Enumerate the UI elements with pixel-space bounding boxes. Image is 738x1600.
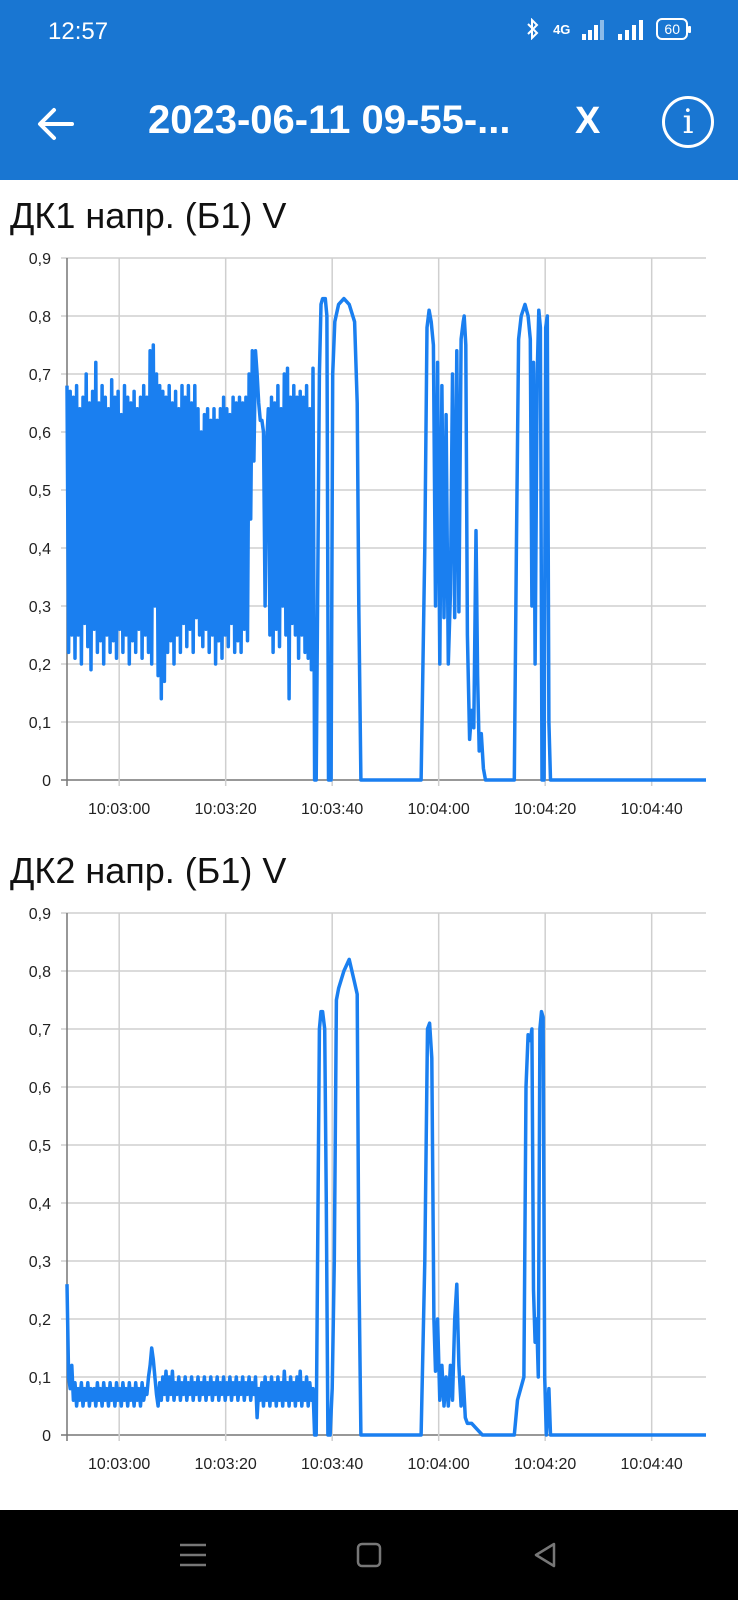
y-tick-label: 0,2 (29, 657, 51, 674)
menu-button[interactable] (170, 1532, 216, 1578)
y-tick-label: 0,5 (29, 1138, 51, 1155)
network-type-label: 4G (553, 21, 571, 37)
battery-indicator: 60 (656, 18, 691, 40)
chart-2[interactable]: 0 0,1 0,2 0,3 0,4 0,5 0,6 0,7 0,8 0,9 10:03:00 10:0… (0, 903, 738, 1495)
signal-icon-1 (582, 20, 605, 40)
y-tick-label: 0 (42, 1428, 51, 1445)
y-tick-label: 0,4 (29, 1196, 51, 1213)
x-tick-label: 10:04:00 (408, 1456, 470, 1473)
system-back-button[interactable] (522, 1532, 568, 1578)
chart-1-title: ДК1 напр. (Б1) V (10, 195, 287, 236)
back-button[interactable] (30, 98, 82, 150)
x-tick-label: 10:04:00 (408, 801, 470, 818)
x-tick-label: 10:03:20 (195, 801, 257, 818)
chart-2-title: ДК2 напр. (Б1) V (10, 850, 287, 891)
y-tick-label: 0,5 (29, 483, 51, 500)
series-line-chart-1 (65, 296, 706, 782)
x-tick-label: 10:03:00 (88, 801, 150, 818)
y-tick-label: 0,3 (29, 1254, 51, 1271)
square-home-icon (356, 1542, 382, 1568)
y-tick-label: 0 (42, 773, 51, 790)
status-time: 12:57 (48, 18, 109, 45)
arrow-left-icon (38, 108, 74, 140)
y-tick-label: 0,6 (29, 425, 51, 442)
x-tick-label: 10:04:40 (621, 801, 683, 818)
y-tick-label: 0,8 (29, 309, 51, 326)
y-tick-label: 0,8 (29, 964, 51, 981)
triangle-back-icon (534, 1542, 556, 1568)
status-bar: 12:57 4G 60 (0, 0, 738, 66)
bluetooth-icon (527, 18, 539, 40)
x-tick-label: 10:03:20 (195, 1456, 257, 1473)
close-button[interactable]: X (575, 100, 601, 142)
y-tick-label: 0,6 (29, 1080, 51, 1097)
home-button[interactable] (346, 1532, 392, 1578)
x-tick-label: 10:04:40 (621, 1456, 683, 1473)
x-tick-label: 10:03:00 (88, 1456, 150, 1473)
menu-icon (180, 1543, 206, 1567)
y-tick-label: 0,7 (29, 1022, 51, 1039)
page-title: 2023-06-11 09-55-... (148, 98, 511, 142)
info-icon: i (682, 102, 694, 142)
y-tick-label: 0,4 (29, 541, 51, 558)
y-tick-label: 0,1 (29, 1370, 51, 1387)
y-tick-label: 0,2 (29, 1312, 51, 1329)
y-tick-label: 0,9 (29, 251, 51, 268)
status-icons: 4G 60 (525, 18, 691, 40)
x-tick-label: 10:03:40 (301, 801, 363, 818)
info-button[interactable]: i (662, 96, 714, 148)
x-tick-label: 10:04:20 (514, 1456, 576, 1473)
y-tick-label: 0,7 (29, 367, 51, 384)
y-tick-label: 0,1 (29, 715, 51, 732)
system-nav-bar (0, 1510, 738, 1600)
x-tick-label: 10:04:20 (514, 801, 576, 818)
y-tick-label: 0,9 (29, 906, 51, 923)
y-tick-label: 0,3 (29, 599, 51, 616)
app-bar: 2023-06-11 09-55-... X i (0, 66, 738, 180)
signal-icon-2 (618, 20, 644, 40)
series-line-chart-2 (65, 957, 706, 1437)
x-tick-label: 10:03:40 (301, 1456, 363, 1473)
chart-1[interactable]: 0 0,1 0,2 0,3 0,4 0,5 0,6 0,7 0,8 0,9 10:03:00 10:0… (0, 248, 738, 840)
